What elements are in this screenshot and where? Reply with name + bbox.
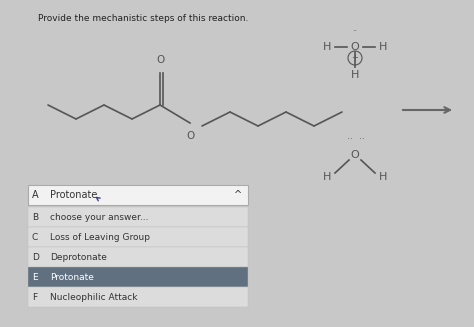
Text: Deprotonate: Deprotonate [50,252,107,262]
Text: Protonate: Protonate [50,272,94,282]
Text: Loss of Leaving Group: Loss of Leaving Group [50,232,150,242]
FancyBboxPatch shape [28,267,248,287]
Text: H: H [379,172,387,182]
Text: D: D [32,252,39,262]
Text: O: O [157,55,165,65]
Text: ^: ^ [234,190,242,200]
Text: A: A [32,190,38,200]
Text: E: E [32,272,37,282]
Text: choose your answer...: choose your answer... [50,213,148,221]
Text: Nucleophilic Attack: Nucleophilic Attack [50,292,137,301]
Text: +: + [352,54,358,62]
Text: Provide the mechanistic steps of this reaction.: Provide the mechanistic steps of this re… [38,14,248,23]
Text: H: H [379,42,387,52]
FancyBboxPatch shape [28,287,248,307]
FancyBboxPatch shape [28,207,248,227]
FancyBboxPatch shape [28,227,248,247]
Text: ··: ·· [359,135,365,144]
Text: C: C [32,232,38,242]
Text: O: O [351,150,359,160]
Text: B: B [32,213,38,221]
FancyBboxPatch shape [28,185,248,205]
FancyBboxPatch shape [28,247,248,267]
Text: H: H [323,172,331,182]
Text: ··: ·· [347,135,353,144]
Text: F: F [32,292,37,301]
Text: H: H [351,70,359,80]
Text: O: O [351,42,359,52]
Text: H: H [323,42,331,52]
Text: O: O [187,131,195,141]
Text: ··: ·· [352,27,357,36]
Text: Protonate: Protonate [50,190,97,200]
